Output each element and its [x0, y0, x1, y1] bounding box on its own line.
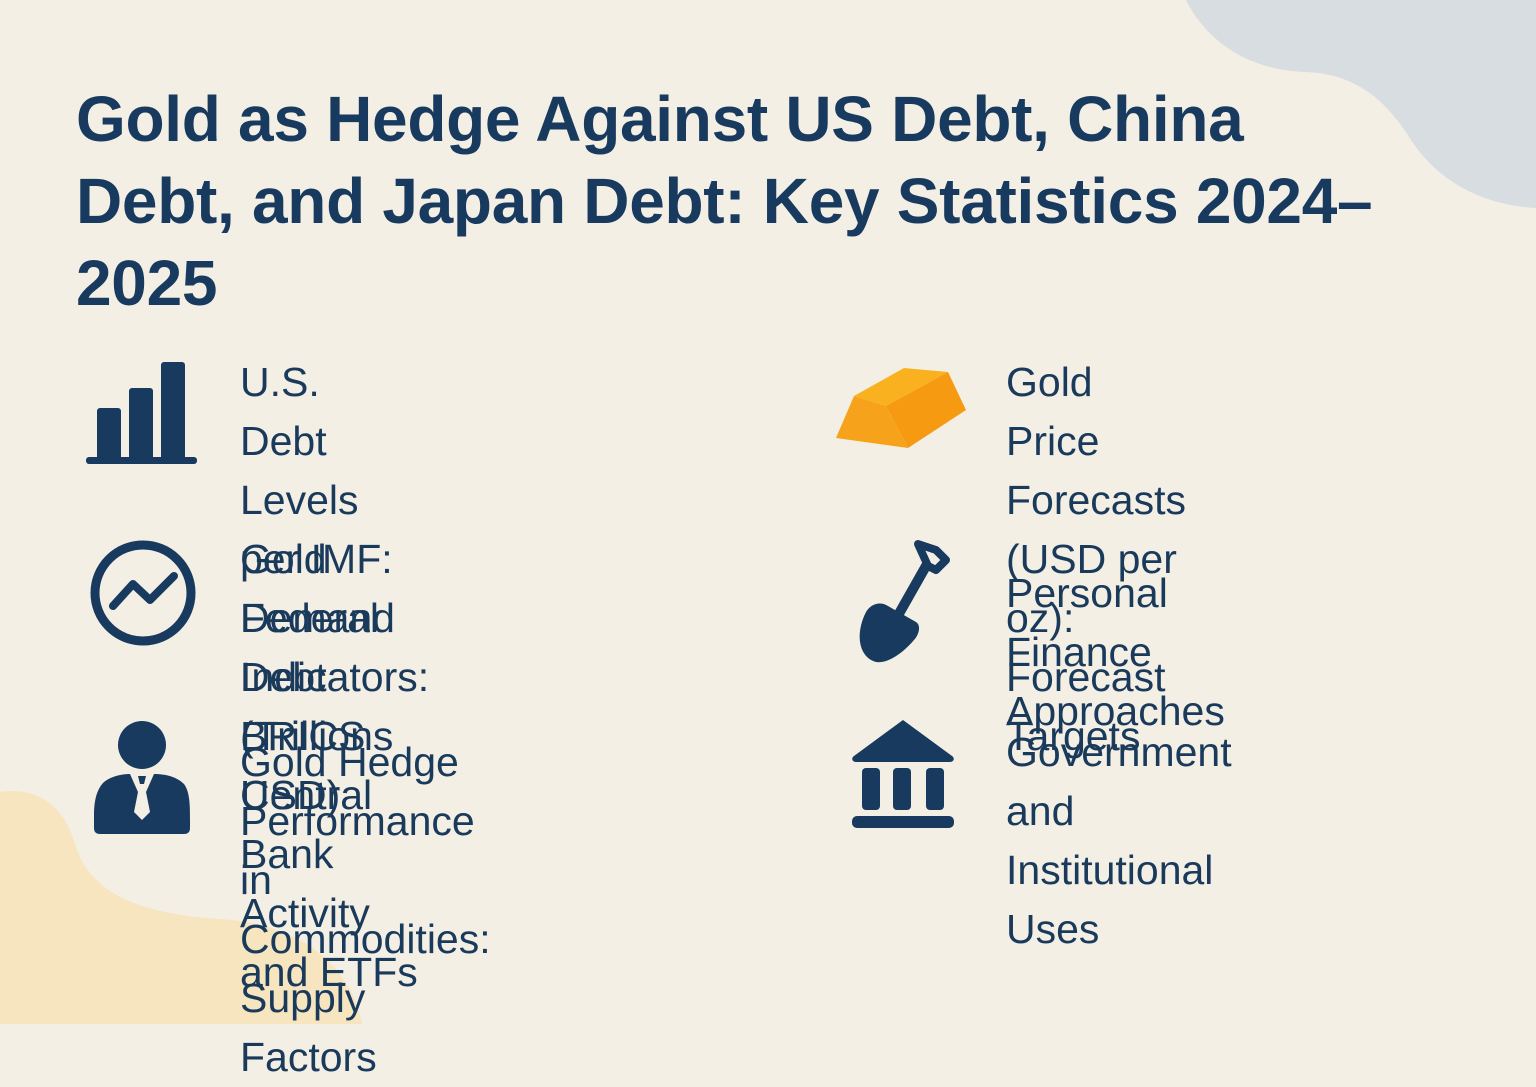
page-title: Gold as Hedge Against US Debt, China Deb…: [76, 83, 1373, 319]
bar-chart-icon: [86, 362, 197, 464]
trend-circle-icon: [90, 540, 196, 646]
gold-bar-icon: [836, 368, 966, 448]
stat-label: U.S. Debt Levels per IMF: Federal Debt (…: [240, 359, 394, 818]
bank-building-icon: [852, 720, 954, 828]
businessman-icon: [94, 721, 190, 834]
shovel-icon: [859, 540, 950, 663]
stat-label: Government and Institutional Uses: [1006, 729, 1232, 952]
stat-label: Personal Finance Approaches: [1006, 570, 1225, 734]
stat-label: Gold Demand Indicators: BRICS Central Ba…: [240, 536, 430, 995]
stat-label: Gold Price Forecasts (USD per oz): Forec…: [1006, 359, 1186, 759]
stat-label: Gold Hedge Performance in Commodities: S…: [240, 739, 491, 1080]
